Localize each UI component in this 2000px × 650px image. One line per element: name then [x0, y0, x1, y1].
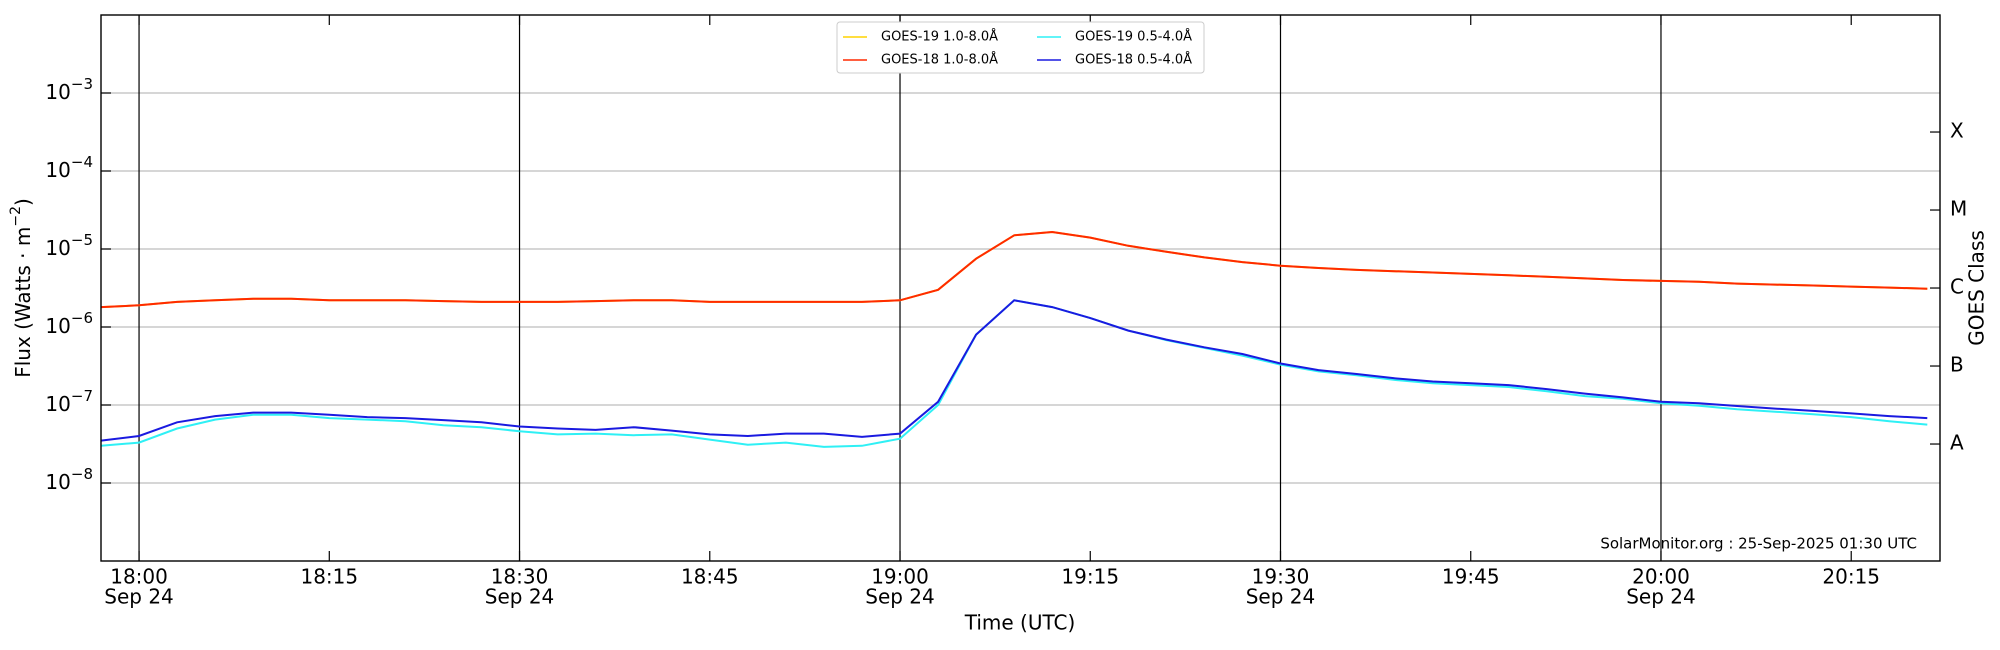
series-line	[100, 230, 1928, 309]
x-tick-label: 18:15	[300, 565, 358, 589]
y2-axis-label: GOES Class	[1965, 230, 1989, 346]
x-tick-date: Sep 24	[1246, 585, 1316, 609]
x-tick-label: 18:45	[681, 565, 739, 589]
x-tick-date: Sep 24	[485, 585, 555, 609]
y-axis-label-text: Flux (Watts · m	[11, 227, 35, 378]
y-tick-exponent: −7	[71, 387, 93, 405]
y-tick-exponent: −3	[71, 75, 93, 93]
x-tick-label: 18:00	[110, 565, 168, 589]
legend-label: GOES-19 0.5-4.0Å	[1075, 29, 1192, 45]
x-tick-label: 19:30	[1252, 565, 1310, 589]
x-tick-label: 19:00	[871, 565, 929, 589]
y-tick-base: 10	[45, 80, 70, 104]
x-tick-date: Sep 24	[1626, 585, 1696, 609]
y-tick-label: 10−3	[45, 75, 93, 104]
y-tick-base: 10	[45, 392, 70, 416]
legend-label: GOES-19 1.0-8.0Å	[881, 29, 998, 45]
y-axis-label: Flux (Watts · m−2)	[8, 198, 35, 378]
x-tick-label: 20:00	[1632, 565, 1690, 589]
series-line	[100, 299, 1928, 448]
y-tick-exponent: −8	[71, 465, 93, 483]
series-line	[100, 299, 1928, 442]
y2-tick-label: B	[1950, 353, 1964, 377]
y-axis-label-exponent: −2	[8, 206, 24, 227]
x-tick-date: Sep 24	[865, 585, 935, 609]
y2-tick-label: M	[1950, 197, 1967, 221]
y-axis-label-tail: )	[11, 198, 35, 206]
y-tick-label: 10−7	[45, 387, 93, 416]
legend-label: GOES-18 0.5-4.0Å	[1075, 52, 1192, 68]
legend-label: GOES-18 1.0-8.0Å	[881, 52, 998, 68]
plot-frame	[100, 14, 1941, 562]
y2-tick-label: C	[1950, 275, 1964, 299]
y-tick-base: 10	[45, 158, 70, 182]
x-tick-label: 19:45	[1442, 565, 1500, 589]
y-tick-label: 10−8	[45, 465, 93, 494]
y-tick-base: 10	[45, 470, 70, 494]
x-tick-label: 19:15	[1061, 565, 1119, 589]
x-axis-label: Time (UTC)	[964, 611, 1076, 635]
y-tick-exponent: −4	[71, 153, 93, 171]
y-tick-label: 10−6	[45, 309, 93, 338]
y-tick-label: 10−5	[45, 231, 93, 260]
legend-box	[836, 21, 1205, 74]
y-tick-label: 10−4	[45, 153, 93, 182]
y2-tick-label: X	[1950, 119, 1964, 143]
y-tick-exponent: −5	[71, 231, 93, 249]
x-tick-label: 18:30	[491, 565, 549, 589]
y-tick-base: 10	[45, 236, 70, 260]
x-tick-label: 20:15	[1822, 565, 1880, 589]
annotation: SolarMonitor.org : 25-Sep-2025 01:30 UTC	[1600, 535, 1917, 553]
series-line	[100, 230, 1928, 309]
x-tick-date: Sep 24	[104, 585, 174, 609]
y2-tick-label: A	[1950, 431, 1964, 455]
y-tick-exponent: −6	[71, 309, 93, 327]
y-tick-base: 10	[45, 314, 70, 338]
